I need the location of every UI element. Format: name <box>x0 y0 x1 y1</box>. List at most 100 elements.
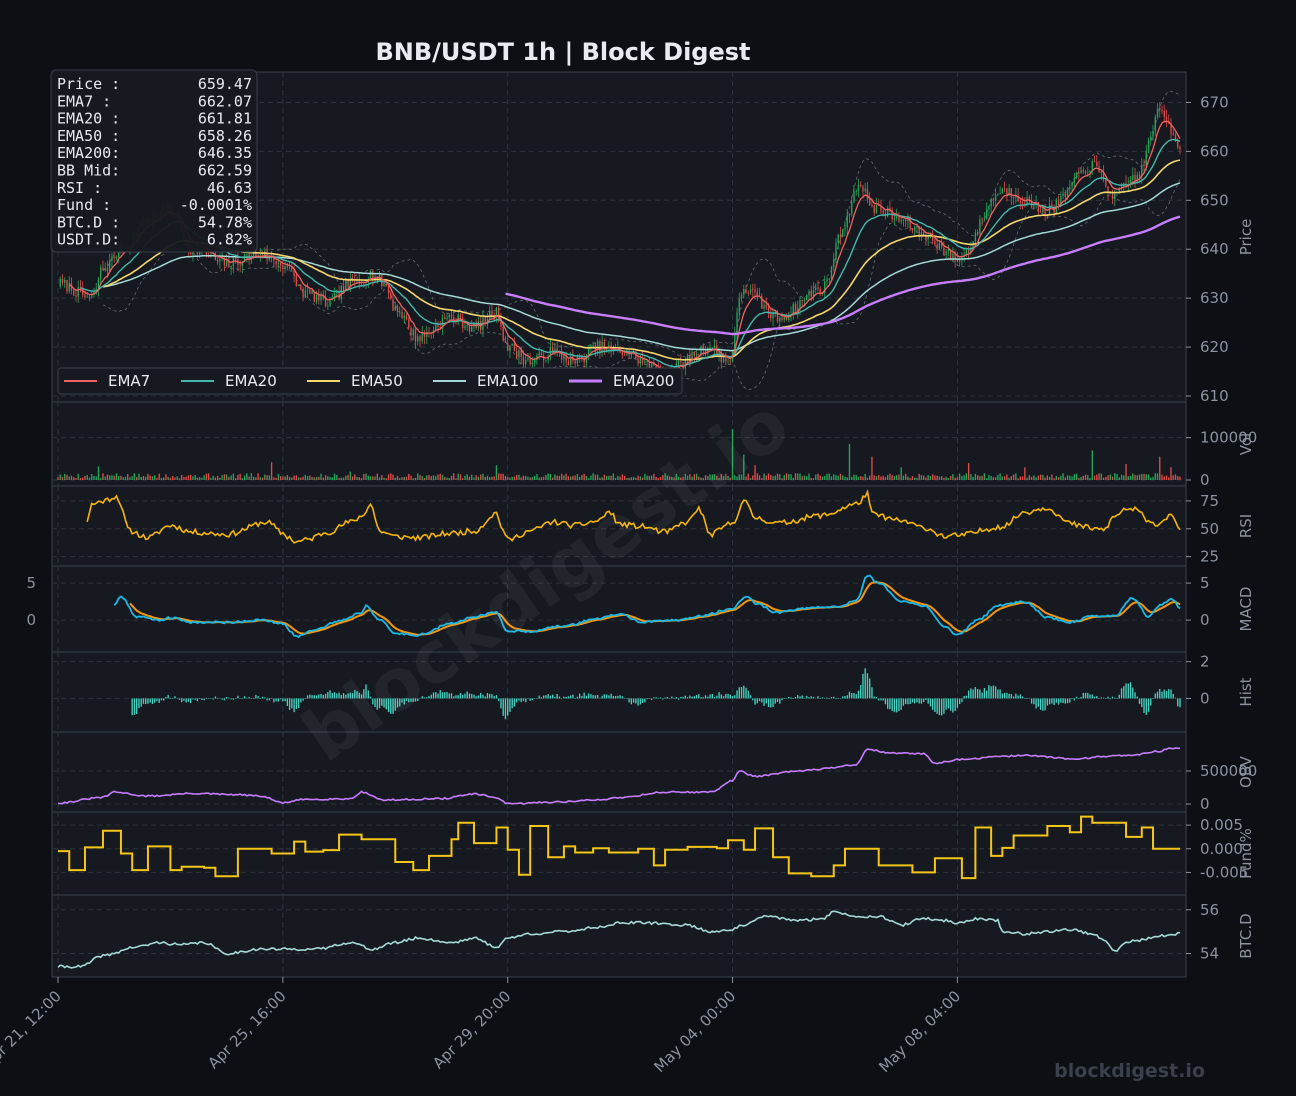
volume-bar <box>983 473 986 480</box>
volume-bar <box>601 477 603 480</box>
candle-body <box>399 311 401 313</box>
histogram-bar <box>740 687 743 699</box>
candle-body <box>243 254 246 262</box>
histogram-bar <box>516 698 518 703</box>
histogram-bar <box>866 673 869 699</box>
info-key: USDT.D: <box>57 231 120 249</box>
candle-body <box>812 289 815 297</box>
volume-bar <box>684 473 687 480</box>
volume-bar <box>403 476 405 480</box>
histogram-bar <box>1048 698 1051 705</box>
histogram-bar <box>581 695 583 699</box>
volume-bar <box>592 473 594 480</box>
histogram-bar <box>725 693 727 699</box>
y-tick-label-left: 0 <box>26 611 36 629</box>
candle-body <box>279 262 282 266</box>
histogram-bar <box>169 698 172 699</box>
volume-bar <box>889 473 891 480</box>
histogram-bar <box>614 696 617 699</box>
histogram-bar <box>637 698 639 706</box>
histogram-bar <box>1001 693 1004 699</box>
candle-body <box>702 346 704 351</box>
histogram-bar <box>961 698 963 703</box>
candle-body <box>949 249 952 261</box>
histogram-bar <box>776 698 779 702</box>
volume-bar <box>614 477 617 480</box>
histogram-bar <box>765 698 767 704</box>
histogram-bar <box>421 696 423 699</box>
volume-bar <box>297 477 300 480</box>
volume-bar <box>637 475 639 480</box>
volume-bar <box>502 473 504 480</box>
volume-bar <box>740 474 743 480</box>
histogram-bar <box>704 695 707 699</box>
histogram-bar <box>158 698 160 703</box>
candle-body <box>925 234 927 240</box>
histogram-bar <box>1118 694 1120 699</box>
volume-bar <box>444 476 446 480</box>
candle-body <box>453 317 455 321</box>
candle-body <box>491 310 493 318</box>
volume-bar <box>799 473 801 480</box>
candle-body <box>765 305 767 308</box>
histogram-bar <box>1165 690 1168 699</box>
histogram-bar <box>898 698 900 712</box>
candle-body <box>581 356 583 358</box>
histogram-bar <box>219 697 221 699</box>
candle-body <box>1179 147 1181 150</box>
volume-bar <box>342 477 345 480</box>
volume-bar <box>86 475 88 480</box>
volume-bar <box>450 475 453 480</box>
volume-bar <box>596 474 599 480</box>
candle-body <box>437 324 439 327</box>
histogram-bar <box>367 690 369 699</box>
candle-body <box>216 260 219 262</box>
candle-body <box>1170 123 1172 134</box>
volume-bar <box>423 477 426 480</box>
volume-bar <box>493 476 495 480</box>
volume-bar <box>560 473 563 480</box>
candle-body <box>221 257 223 260</box>
candle-body <box>952 253 954 261</box>
volume-bar <box>821 476 824 480</box>
histogram-bar <box>878 698 880 701</box>
histogram-bar <box>1136 696 1138 699</box>
candle-body <box>871 205 873 206</box>
ema7-line <box>68 120 1181 373</box>
histogram-bar <box>1084 692 1087 699</box>
volume-bar <box>792 477 794 480</box>
volume-bar <box>545 475 547 480</box>
histogram-bar <box>277 698 280 702</box>
info-value: 54.78% <box>198 213 252 231</box>
histogram-bar <box>920 698 923 704</box>
volume-bar <box>113 475 115 480</box>
histogram-bar <box>653 697 655 699</box>
candle-body <box>817 287 819 289</box>
histogram-bar <box>662 698 664 700</box>
volume-bar <box>603 474 606 480</box>
volume-bar <box>1127 476 1129 480</box>
histogram-bar <box>133 698 136 716</box>
histogram-bar <box>309 694 311 699</box>
volume-bar <box>806 476 808 480</box>
histogram-bar <box>534 698 536 699</box>
histogram-bar <box>698 694 700 699</box>
panel-label: OBV <box>1237 755 1255 788</box>
candle-body <box>1096 162 1098 167</box>
volume-bar <box>133 473 136 480</box>
candle-body <box>988 206 990 210</box>
volume-bar <box>102 473 104 480</box>
candle-body <box>468 325 471 332</box>
histogram-bar <box>819 698 821 699</box>
volume-bar <box>252 476 255 480</box>
histogram-bar <box>965 695 968 699</box>
volume-bar <box>385 478 387 480</box>
histogram-bar <box>666 696 669 699</box>
volume-bar <box>587 478 590 480</box>
volume-bar <box>347 474 349 480</box>
volume-bar <box>376 473 378 480</box>
volume-bar <box>698 476 700 480</box>
histogram-bar <box>284 698 286 702</box>
candle-body <box>990 198 992 207</box>
volume-bar <box>367 475 369 480</box>
